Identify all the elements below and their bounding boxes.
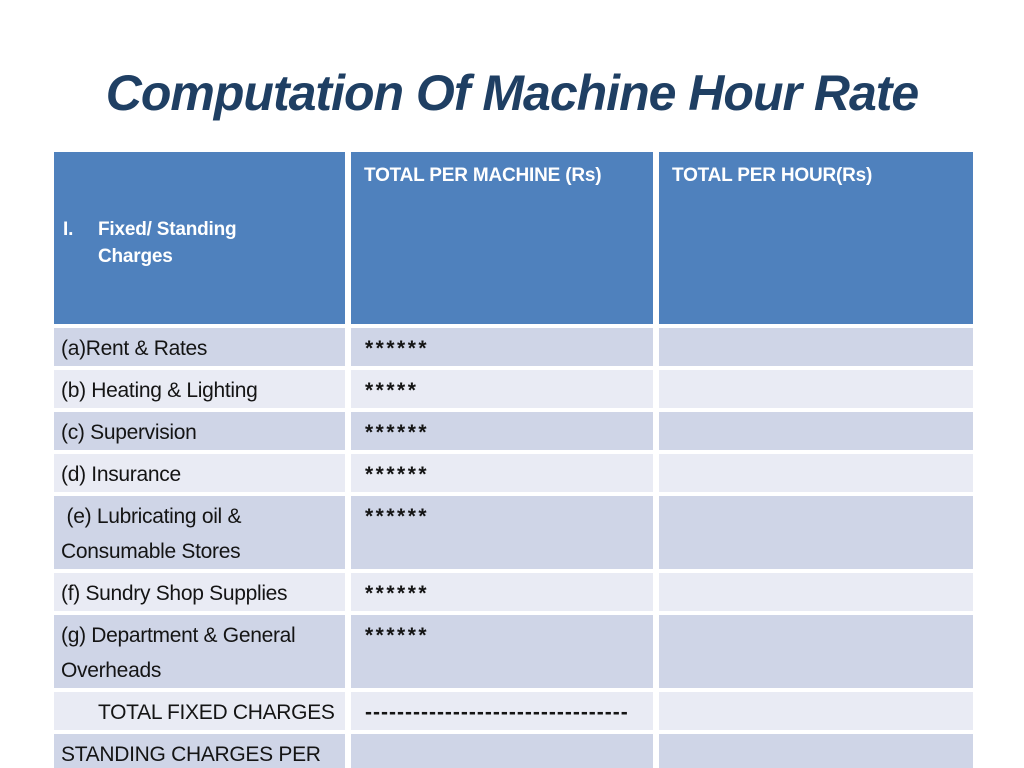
header-cell-total-per-machine: TOTAL PER MACHINE (Rs) — [351, 152, 659, 328]
header-label: Fixed/ Standing Charges — [98, 219, 242, 267]
table-row-standing-charges-per-hour: STANDING CHARGES PER HOUR* *************… — [54, 734, 973, 768]
per-machine-cell: ***** — [351, 370, 659, 412]
header-cell-fixed-standing-charges: I. Fixed/ Standing Charges — [54, 152, 351, 328]
header-numbered-label: I. Fixed/ Standing Charges — [54, 216, 345, 270]
row-label-cell: STANDING CHARGES PER HOUR* — [54, 734, 351, 768]
table-row-heating-lighting: (b) Heating & Lighting ***** — [54, 370, 973, 412]
table-row-insurance: (d) Insurance ****** — [54, 454, 973, 496]
row-label-cell: (b) Heating & Lighting — [54, 370, 351, 412]
row-label-cell: (a)Rent & Rates — [54, 328, 351, 370]
per-hour-cell: ****************** — [659, 734, 973, 768]
machine-hour-rate-table: I. Fixed/ Standing Charges TOTAL PER MAC… — [54, 152, 973, 768]
header-row: I. Fixed/ Standing Charges TOTAL PER MAC… — [54, 152, 973, 328]
slide-title: Computation Of Machine Hour Rate — [105, 65, 919, 121]
row-label-cell: (f) Sundry Shop Supplies — [54, 573, 351, 615]
table-row-department-general-overheads: (g) Department & General Overheads *****… — [54, 615, 973, 692]
header-list-number: I. — [63, 219, 74, 240]
table-row-sundry-shop-supplies: (f) Sundry Shop Supplies ****** — [54, 573, 973, 615]
per-machine-cell: --------------------------------- — [351, 692, 659, 734]
row-label-cell: (e) Lubricating oil & Consumable Stores — [54, 496, 351, 573]
per-machine-cell: ****** — [351, 573, 659, 615]
row-label-cell: TOTAL FIXED CHARGES — [54, 692, 351, 734]
per-machine-cell: ****** — [351, 615, 659, 692]
table-row-supervision: (c) Supervision ****** — [54, 412, 973, 454]
per-machine-cell: ****** — [351, 454, 659, 496]
row-label-cell: (g) Department & General Overheads — [54, 615, 351, 692]
table-row-rent-rates: (a)Rent & Rates ****** — [54, 328, 973, 370]
per-hour-cell — [659, 615, 973, 692]
per-hour-cell — [659, 454, 973, 496]
table-header: I. Fixed/ Standing Charges TOTAL PER MAC… — [54, 152, 973, 328]
per-hour-cell — [659, 496, 973, 573]
per-hour-cell — [659, 370, 973, 412]
per-machine-cell: ****** — [351, 328, 659, 370]
per-hour-cell — [659, 328, 973, 370]
row-label-cell: (c) Supervision — [54, 412, 351, 454]
table-body: (a)Rent & Rates ****** (b) Heating & Lig… — [54, 328, 973, 768]
per-machine-cell — [351, 734, 659, 768]
table-row-total-fixed-charges: TOTAL FIXED CHARGES --------------------… — [54, 692, 973, 734]
table-row-lubricating-oil: (e) Lubricating oil & Consumable Stores … — [54, 496, 973, 573]
per-machine-cell: ****** — [351, 496, 659, 573]
per-hour-cell — [659, 412, 973, 454]
per-machine-cell: ****** — [351, 412, 659, 454]
row-label-cell: (d) Insurance — [54, 454, 351, 496]
per-hour-cell — [659, 573, 973, 615]
header-cell-total-per-hour: TOTAL PER HOUR(Rs) — [659, 152, 973, 328]
per-hour-cell — [659, 692, 973, 734]
